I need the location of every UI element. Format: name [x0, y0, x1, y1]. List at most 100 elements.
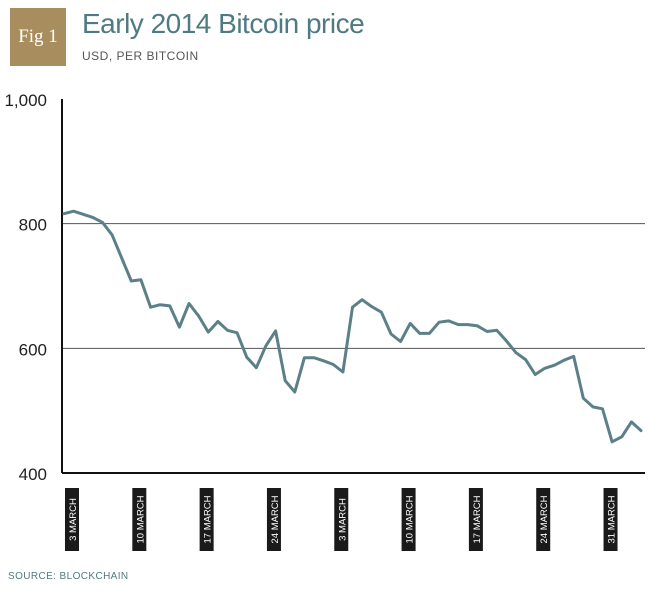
x-tick-label-text: 17 MARCH: [203, 495, 214, 543]
x-tick-label: 31 MARCH: [603, 488, 618, 551]
x-tick-label-text: 3 MARCH: [337, 498, 348, 541]
y-tick-label: 1,000: [4, 91, 47, 110]
data-point: [389, 332, 393, 336]
data-point: [293, 390, 296, 394]
axes: [61, 99, 645, 474]
x-tick-label-bg: [334, 488, 349, 551]
x-tick-label: 10 MARCH: [132, 488, 147, 551]
data-point: [524, 358, 527, 361]
chart-subtitle: USD, PER BITCOIN: [82, 49, 199, 63]
data-point: [351, 305, 354, 309]
data-point: [630, 420, 633, 424]
x-tick-label-bg: [468, 488, 483, 551]
data-point: [457, 323, 460, 326]
x-tick-label-bg: [199, 488, 214, 551]
x-tick-label: 17 MARCH: [199, 488, 214, 551]
x-tick-label-text: 17 MARCH: [472, 495, 483, 543]
data-point: [485, 330, 489, 333]
data-point: [582, 397, 585, 400]
y-tick-label: 600: [19, 340, 47, 359]
data-point: [428, 332, 431, 335]
x-tick-label-bg: [603, 488, 618, 551]
data-point: [639, 429, 643, 432]
data-point: [130, 279, 133, 283]
data-point: [226, 329, 229, 332]
data-point: [207, 330, 210, 334]
data-point: [418, 332, 422, 335]
data-point: [332, 363, 335, 366]
x-tick-labels: 3 MARCH 10 MARCH 17 MARCH 24 MARCH 3 MARCH 10…: [65, 488, 618, 551]
series-line: [62, 209, 643, 444]
x-tick-label-bg: [65, 488, 79, 551]
data-point: [168, 304, 171, 308]
x-tick-label-bg: [536, 488, 551, 551]
data-point: [149, 305, 152, 309]
source-note: SOURCE: BLOCKCHAIN: [8, 571, 129, 582]
x-tick-label-bg: [401, 488, 416, 551]
data-point: [447, 319, 450, 323]
data-point: [255, 366, 258, 369]
x-tick-label-text: 24 MARCH: [539, 495, 550, 543]
data-point: [553, 363, 556, 367]
x-tick-label: 17 MARCH: [468, 488, 483, 551]
data-point: [562, 358, 566, 362]
data-point: [534, 373, 537, 376]
data-point: [476, 324, 479, 328]
data-point: [158, 303, 162, 306]
x-tick-label: 3 MARCH: [334, 488, 349, 551]
x-tick-label-text: 3 MARCH: [68, 498, 79, 541]
data-point: [216, 320, 220, 323]
data-point: [245, 355, 248, 359]
data-point: [197, 314, 200, 318]
data-point: [283, 379, 287, 382]
x-tick-label: 3 MARCH: [65, 488, 79, 551]
data-point: [264, 344, 268, 348]
data-point: [591, 405, 595, 409]
gridlines: [62, 223, 645, 349]
x-tick-label-text: 10 MARCH: [405, 495, 416, 543]
data-point: [601, 407, 604, 410]
x-tick-label: 24 MARCH: [536, 488, 551, 551]
figure-badge: Fig 1: [10, 8, 66, 66]
data-point: [341, 370, 345, 374]
y-tick-label: 400: [19, 465, 47, 484]
x-tick-label-text: 31 MARCH: [607, 495, 618, 543]
data-point: [139, 278, 143, 281]
data-point: [187, 302, 191, 305]
x-tick-label-bg: [132, 488, 147, 551]
data-point: [178, 325, 181, 329]
data-point: [82, 213, 85, 216]
x-tick-label-text: 24 MARCH: [270, 495, 281, 543]
data-point: [360, 298, 364, 301]
data-point: [303, 356, 306, 359]
data-point: [380, 310, 383, 314]
data-point: [610, 440, 614, 444]
data-point: [120, 256, 123, 260]
y-tick-label: 800: [19, 216, 47, 235]
chart-title: Early 2014 Bitcoin price: [82, 8, 365, 39]
data-point: [437, 320, 441, 324]
data-point: [101, 221, 104, 224]
series-layer: [62, 209, 643, 444]
data-point: [110, 233, 114, 237]
data-point: [495, 329, 498, 332]
data-point: [409, 322, 412, 325]
data-point: [466, 323, 470, 326]
data-point: [514, 351, 518, 354]
data-point: [572, 355, 575, 358]
x-tick-label-text: 10 MARCH: [135, 495, 146, 543]
data-point: [235, 331, 239, 334]
data-point: [322, 359, 325, 362]
y-tick-labels: 1,000 800 600 400: [4, 91, 47, 484]
data-point: [62, 212, 66, 215]
data-point: [72, 210, 75, 213]
x-tick-label-bg: [266, 488, 281, 551]
data-point: [505, 339, 508, 343]
data-point: [543, 367, 547, 370]
data-point: [620, 435, 623, 439]
data-point: [399, 340, 402, 343]
data-point: [370, 305, 373, 308]
data-point: [274, 329, 277, 333]
x-tick-label: 24 MARCH: [266, 488, 281, 551]
